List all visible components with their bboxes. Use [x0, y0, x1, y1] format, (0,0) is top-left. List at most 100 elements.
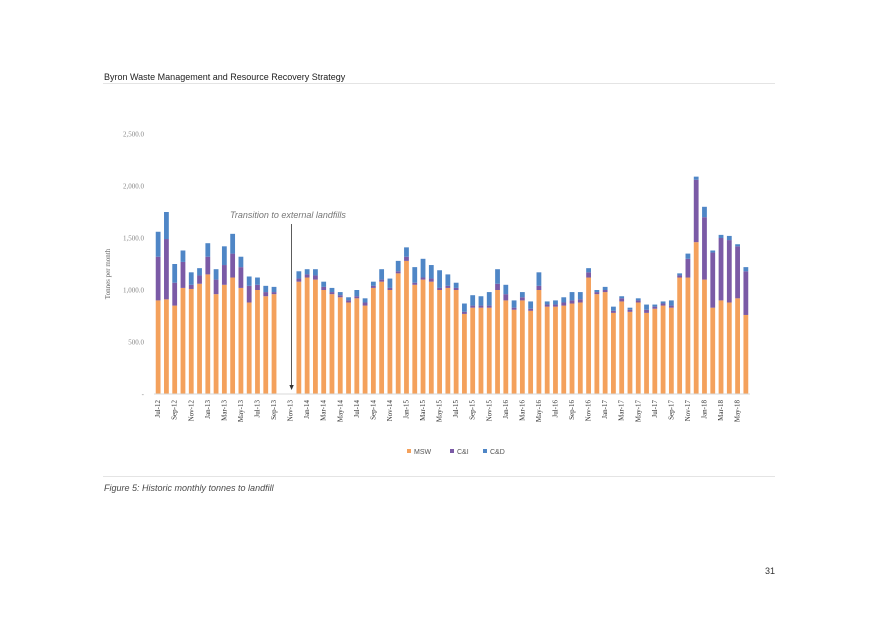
bar-candi-jan-14: [304, 274, 310, 278]
x-tick-label: Sep-12: [171, 400, 179, 420]
bar-candi-aug-14: [362, 302, 368, 306]
x-tick-label: Jan-16: [502, 400, 510, 419]
bar-msw-aug-16: [561, 305, 567, 394]
bar-msw-mar-16: [519, 300, 525, 394]
bar-candi-feb-18: [710, 252, 716, 308]
bar-msw-nov-14: [387, 290, 393, 394]
bar-candd-jun-14: [346, 297, 351, 301]
legend-label-candi: C&I: [457, 449, 469, 456]
bar-candd-dec-13: [296, 271, 302, 279]
chart-legend: MSW C&I C&D: [407, 449, 505, 456]
legend-swatch-msw: [407, 449, 411, 453]
bar-msw-oct-12: [180, 287, 186, 394]
bar-msw-mar-15: [420, 279, 426, 394]
y-tick-label: 1,000.0: [123, 287, 145, 295]
bar-candd-jan-18: [702, 206, 707, 218]
annotation-arrowhead: [289, 385, 294, 390]
bar-candd-feb-17: [611, 306, 616, 311]
bar-candi-sep-14: [370, 285, 376, 288]
bar-candi-sep-15: [470, 305, 476, 308]
bar-candi-sep-12: [172, 282, 178, 306]
bar-marks: [155, 176, 749, 394]
bar-candd-nov-15: [486, 292, 492, 306]
bar-candi-apr-13: [230, 253, 236, 278]
bar-msw-dec-12: [197, 283, 202, 394]
bar-candi-feb-13: [213, 279, 219, 295]
bar-candi-feb-14: [313, 275, 318, 280]
x-tick-label: Sep-14: [369, 400, 377, 420]
bar-msw-apr-18: [726, 302, 732, 394]
bar-msw-mar-13: [221, 284, 227, 394]
bar-candd-sep-16: [569, 292, 575, 301]
bar-candi-jul-13: [255, 284, 260, 290]
bar-msw-sep-16: [569, 303, 575, 394]
x-tick-label: Mar-16: [518, 400, 526, 421]
bar-candi-sep-13: [271, 292, 277, 295]
bar-candd-dec-16: [594, 290, 600, 293]
x-tick-label: Sep-17: [667, 400, 675, 420]
x-tick-label: Nov-17: [684, 400, 692, 422]
x-tick-label: Mar-13: [220, 400, 228, 421]
y-tick-label: -: [142, 391, 145, 399]
bar-candd-may-14: [337, 292, 343, 296]
bar-candi-nov-17: [685, 258, 691, 278]
bar-msw-may-14: [337, 297, 343, 394]
bar-candi-jan-15: [404, 256, 409, 261]
bar-candi-may-17: [635, 300, 641, 303]
bar-candi-jun-14: [346, 300, 351, 303]
bar-candi-oct-15: [478, 305, 484, 308]
bar-candd-sep-12: [172, 264, 178, 283]
bar-msw-apr-16: [528, 310, 534, 394]
bar-candd-sep-17: [668, 300, 674, 306]
bar-candi-aug-15: [462, 311, 467, 314]
bar-candi-mar-18: [718, 238, 724, 301]
x-tick-label: Mar-15: [419, 400, 427, 421]
bar-candi-jun-13: [246, 285, 252, 303]
x-tick-label: Jul-12: [154, 400, 162, 418]
bar-candi-dec-17: [693, 179, 699, 243]
bar-candi-jan-17: [602, 290, 608, 293]
legend-label-msw: MSW: [414, 449, 432, 456]
document-header: Byron Waste Management and Resource Reco…: [104, 72, 346, 82]
bar-msw-jun-15: [445, 287, 451, 394]
bar-candd-apr-14: [329, 287, 335, 293]
bar-candi-may-14: [337, 295, 343, 298]
bar-candd-may-15: [437, 270, 442, 288]
bar-candd-jan-17: [602, 286, 608, 290]
bar-candd-feb-13: [213, 269, 219, 280]
bar-candi-jun-17: [644, 309, 649, 313]
bar-msw-sep-12: [172, 305, 178, 394]
bar-candd-may-13: [238, 256, 244, 268]
bar-msw-jan-16: [503, 300, 509, 394]
legend-swatch-candi: [450, 449, 454, 453]
bar-msw-nov-15: [486, 307, 492, 394]
bar-msw-jul-16: [553, 306, 558, 394]
bar-msw-jul-12: [155, 300, 161, 394]
bar-candi-aug-12: [164, 239, 169, 300]
caption-rule: [103, 476, 775, 477]
bar-msw-aug-15: [462, 313, 467, 394]
bar-candi-jan-18: [702, 217, 707, 280]
bar-candi-may-13: [238, 267, 244, 288]
bar-candd-nov-16: [586, 268, 591, 273]
bar-candi-nov-15: [486, 305, 492, 308]
y-tick-label: 500.0: [128, 339, 144, 347]
legend-swatch-candd: [483, 449, 487, 453]
y-axis: - 500.0 1,000.0 1,500.0 2,000.0 2,500.0: [123, 131, 145, 399]
figure-caption: Figure 5: Historic monthly tonnes to lan…: [104, 483, 274, 493]
header-rule: [103, 83, 775, 84]
bar-candd-may-18: [735, 244, 740, 247]
bar-candd-jul-15: [453, 282, 459, 288]
bar-msw-mar-18: [718, 300, 724, 394]
x-axis-ticks: Jul-12 Sep-12 Nov-12 Jan-13 Mar-13 May-13 Jul-…: [154, 400, 741, 423]
bar-candi-sep-17: [668, 305, 674, 308]
bar-msw-jul-13: [255, 290, 260, 394]
bar-msw-feb-14: [313, 279, 318, 394]
x-tick-label: Jan-15: [402, 400, 410, 419]
bar-candi-nov-14: [387, 287, 393, 290]
bar-candd-aug-12: [164, 212, 169, 240]
bar-candi-jun-16: [544, 304, 550, 307]
bar-msw-dec-14: [395, 273, 401, 394]
bar-candi-apr-14: [329, 292, 335, 295]
bar-candd-aug-15: [462, 303, 467, 312]
